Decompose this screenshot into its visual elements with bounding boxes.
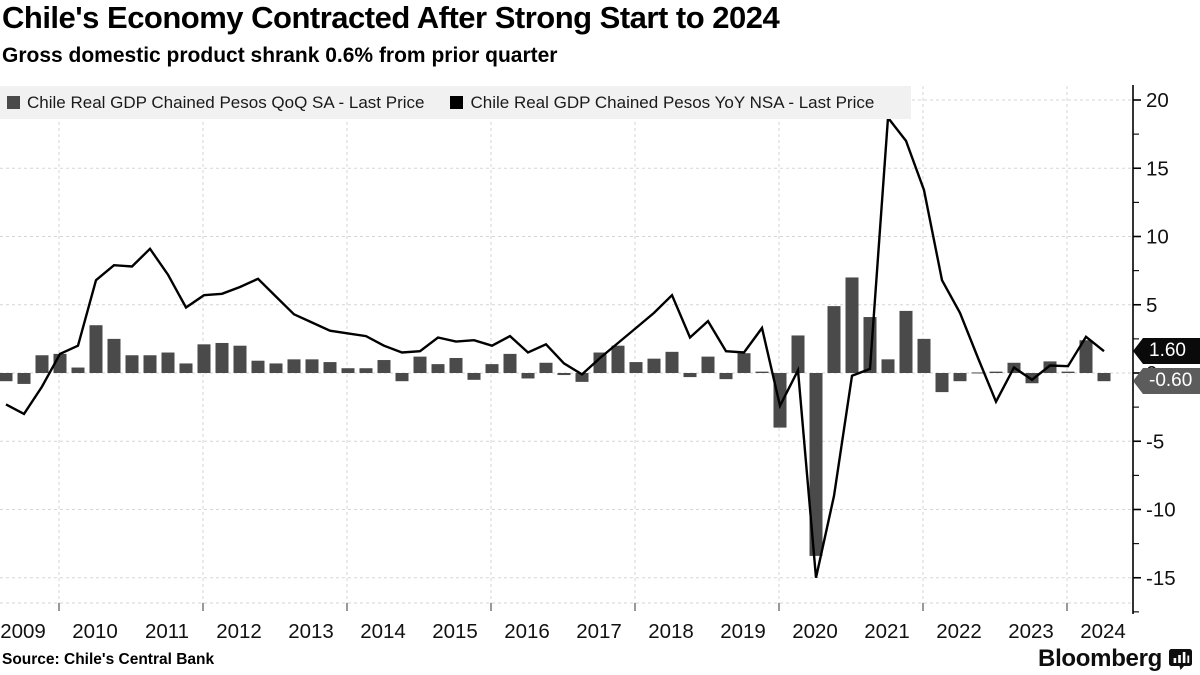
svg-text:2015: 2015 xyxy=(432,620,478,643)
svg-text:-15: -15 xyxy=(1146,567,1176,590)
svg-text:-10: -10 xyxy=(1146,499,1176,522)
qoq-bar-series xyxy=(0,277,1111,556)
horizontal-gridlines xyxy=(0,99,1133,604)
svg-text:2012: 2012 xyxy=(216,620,262,643)
page-title: Chile's Economy Contracted After Strong … xyxy=(2,0,780,35)
svg-text:5: 5 xyxy=(1146,294,1157,317)
legend-item-yoy: Chile Real GDP Chained Pesos YoY NSA - L… xyxy=(450,93,874,113)
svg-text:2016: 2016 xyxy=(504,620,550,643)
svg-text:2024: 2024 xyxy=(1080,620,1126,643)
svg-text:2018: 2018 xyxy=(648,620,694,643)
yoy-line-series xyxy=(5,114,1105,579)
svg-text:2017: 2017 xyxy=(576,620,622,643)
yoy-last-price-tag: 1.60 xyxy=(1133,338,1200,364)
svg-text:2019: 2019 xyxy=(720,620,766,643)
page-subtitle: Gross domestic product shrank 0.6% from … xyxy=(2,44,558,67)
svg-text:10: 10 xyxy=(1146,226,1169,249)
svg-text:20: 20 xyxy=(1146,89,1169,112)
x-axis-year-labels: 2009 2010 2011 2012 2013 2014 2015 2016 2017 2018… xyxy=(0,620,1126,643)
bloomberg-mark-icon xyxy=(1169,648,1192,670)
legend-item-qoq-label: Chile Real GDP Chained Pesos QoQ SA - La… xyxy=(27,92,425,112)
svg-text:2011: 2011 xyxy=(145,620,189,643)
svg-text:15: 15 xyxy=(1146,157,1169,180)
svg-text:2021: 2021 xyxy=(864,620,910,643)
svg-text:2009: 2009 xyxy=(0,620,46,643)
legend-item-yoy-label: Chile Real GDP Chained Pesos YoY NSA - L… xyxy=(470,92,875,112)
yoy-series-swatch-icon xyxy=(450,96,464,109)
source-note: Source: Chile's Central Bank xyxy=(2,651,215,668)
legend-item-qoq: Chile Real GDP Chained Pesos QoQ SA - La… xyxy=(7,93,424,113)
bloomberg-logo: Bloomberg xyxy=(1038,645,1192,673)
qoq-series-swatch-icon xyxy=(7,96,20,109)
svg-text:2010: 2010 xyxy=(72,620,118,643)
svg-text:2020: 2020 xyxy=(792,620,838,643)
svg-text:2014: 2014 xyxy=(360,620,406,643)
gdp-chart-canvas: 20151050-5-10-15 20092010201120122013201… xyxy=(0,85,1176,643)
right-axis xyxy=(1132,85,1141,614)
y-axis-tick-labels: 20151050-5-10-15 xyxy=(1146,89,1176,590)
chart-legend: Chile Real GDP Chained Pesos QoQ SA - La… xyxy=(0,86,911,119)
bloomberg-wordmark: Bloomberg xyxy=(1038,645,1162,672)
svg-text:2013: 2013 xyxy=(288,620,334,643)
qoq-last-price-tag: -0.60 xyxy=(1133,368,1200,394)
svg-text:2023: 2023 xyxy=(1008,620,1054,643)
svg-text:-5: -5 xyxy=(1146,430,1164,453)
svg-text:2022: 2022 xyxy=(936,620,982,643)
gdp-chart: 20151050-5-10-15 20092010201120122013201… xyxy=(0,80,1200,652)
